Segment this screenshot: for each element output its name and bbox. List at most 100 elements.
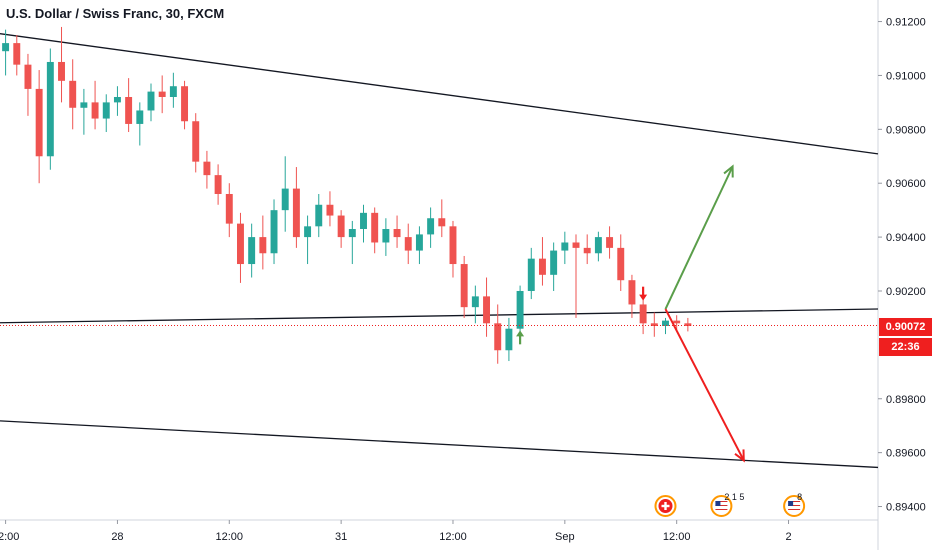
flag-stripe xyxy=(788,509,801,510)
candle-body xyxy=(248,237,256,265)
time-tick-label: 12:00 xyxy=(216,531,244,543)
candle-body xyxy=(192,121,200,162)
flag-stripe xyxy=(715,503,728,504)
time-axis[interactable]: 12:00 28 12:00 31 12:00 Sep 12:00 2 xyxy=(0,520,792,543)
candle-body xyxy=(91,102,99,119)
trendline-3[interactable] xyxy=(0,420,879,469)
candle-body xyxy=(147,91,155,111)
candle-body xyxy=(281,188,289,211)
sell-signal-marker-icon-head xyxy=(639,294,648,301)
candle-body xyxy=(550,250,558,275)
candle-body xyxy=(371,212,379,243)
candle-body xyxy=(158,91,166,97)
candle-body xyxy=(494,323,502,351)
candle-body xyxy=(181,86,189,122)
candle-body xyxy=(393,229,401,238)
candle-body xyxy=(2,43,10,52)
sell-signal-marker-icon[interactable] xyxy=(639,286,648,301)
candle-body xyxy=(617,247,625,281)
candle-body xyxy=(628,280,636,305)
candle-body xyxy=(572,242,580,248)
candle-body xyxy=(594,237,602,254)
candle-body xyxy=(214,175,222,194)
projection-arrows[interactable] xyxy=(516,164,745,463)
candle-body xyxy=(69,80,77,108)
candle-body xyxy=(113,96,121,103)
candle-body xyxy=(58,61,65,81)
candle-body xyxy=(225,193,233,224)
candle-body xyxy=(639,304,647,324)
price-tick-label: 0.90200 xyxy=(886,286,926,298)
us-flag-icon[interactable]: 2 1 5 xyxy=(710,492,744,517)
candle-body xyxy=(102,102,110,119)
candle-body xyxy=(583,247,591,254)
flag-stripe xyxy=(715,507,728,508)
candle-body xyxy=(270,210,278,254)
time-tick-label: 12:00 xyxy=(439,531,467,543)
price-tick-label: 0.90400 xyxy=(886,232,926,244)
bullish-projection-arrow[interactable] xyxy=(664,164,734,310)
bullish-projection-arrow-head[interactable] xyxy=(723,164,734,178)
candle-body xyxy=(348,229,356,238)
candle-body xyxy=(360,212,367,230)
candle-body xyxy=(673,320,681,324)
price-tick-label: 0.90600 xyxy=(886,178,926,190)
candle-body xyxy=(46,61,54,157)
candlesticks xyxy=(2,26,692,364)
time-tick-label: 2 xyxy=(785,531,791,543)
bearish-projection-arrow[interactable] xyxy=(664,308,745,463)
candle-body xyxy=(684,323,692,327)
price-tick-label: 0.91000 xyxy=(886,70,926,82)
flag-stripe xyxy=(715,509,728,510)
buy-signal-marker-icon-head xyxy=(516,330,525,337)
bar-countdown-label: 22:36 xyxy=(879,338,932,356)
price-tick-label: 0.90800 xyxy=(886,124,926,136)
plus-horizontal xyxy=(661,504,670,508)
price-tick-label: 0.89800 xyxy=(886,394,926,406)
flag-stripe xyxy=(788,503,801,504)
bullish-projection-arrow-shaft[interactable] xyxy=(664,166,734,310)
plus-badge-icon[interactable] xyxy=(654,495,677,517)
candle-body xyxy=(259,237,267,254)
candle-body xyxy=(606,237,614,248)
time-tick-label: 12:00 xyxy=(663,531,691,543)
candle-body xyxy=(527,258,535,291)
trendlines[interactable] xyxy=(0,33,879,469)
candle-body xyxy=(203,161,211,176)
candle-body xyxy=(337,215,345,238)
bearish-projection-arrow-head[interactable] xyxy=(734,449,745,463)
price-tick-label: 0.89400 xyxy=(886,502,926,514)
candle-body xyxy=(80,102,88,108)
buy-signal-marker-icon[interactable] xyxy=(516,330,525,345)
candle-body xyxy=(125,96,133,124)
bearish-projection-arrow-shaft[interactable] xyxy=(664,308,745,461)
time-tick-label: 31 xyxy=(335,531,347,543)
price-axis[interactable]: 0.91200 0.91000 0.90800 0.90600 0.90400 0.902… xyxy=(878,17,926,514)
event-markers[interactable]: 2 1 5 8 xyxy=(654,492,806,517)
candle-body xyxy=(460,264,468,308)
candle-body xyxy=(471,296,479,308)
trendline-2[interactable] xyxy=(0,308,879,324)
candle-body xyxy=(427,218,435,235)
time-tick-label: 28 xyxy=(111,531,123,543)
candle-body xyxy=(662,320,669,327)
trendline-1[interactable] xyxy=(0,33,879,155)
candle-body xyxy=(415,234,423,251)
candle-body xyxy=(483,296,491,324)
price-tick-label: 0.91200 xyxy=(886,17,926,29)
event-count-label: 8 xyxy=(797,492,802,502)
us-flag-icon[interactable]: 8 xyxy=(783,492,806,517)
flag-stripe xyxy=(715,505,728,506)
candle-body xyxy=(304,226,312,238)
candle-body xyxy=(650,323,658,327)
chart-title: U.S. Dollar / Swiss Franc, 30, FXCM xyxy=(6,6,225,21)
candle-body xyxy=(315,204,323,227)
candle-body xyxy=(326,204,334,216)
candle-body xyxy=(516,290,524,329)
candle-body xyxy=(449,226,457,265)
time-tick-label: Sep xyxy=(555,531,575,543)
candle-body xyxy=(35,88,43,157)
current-price-label: 0.90072 xyxy=(879,318,932,336)
